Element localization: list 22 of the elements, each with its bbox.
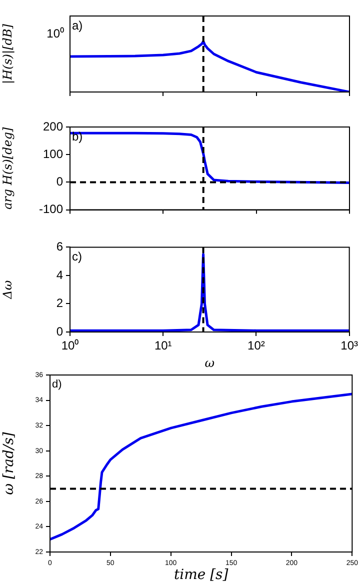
y-tick-label: 100 <box>42 146 64 161</box>
x-axis-title: time [s] <box>174 567 229 584</box>
y-tick-label: 4 <box>56 268 64 282</box>
y-tick-label: 6 <box>56 240 64 254</box>
y-tick-label: 200 <box>42 119 64 134</box>
annotation: c) <box>72 250 82 264</box>
annotation: d) <box>52 378 62 391</box>
x-tick-label: 10² <box>248 338 265 353</box>
y-axis-title: Δω <box>0 280 14 300</box>
text: 10⁰ <box>46 26 64 40</box>
y-tick-label: 0 <box>56 324 64 338</box>
y-tick-label: -100 <box>38 202 64 216</box>
y-axis-title: arg H(s)[deg] <box>0 126 14 210</box>
text: a) <box>72 18 83 32</box>
y-axis-title: |H(s)|[dB] <box>0 24 14 84</box>
x-tick-label: 10⁰ <box>61 338 79 353</box>
y-tick-label: 2 <box>56 296 64 310</box>
y-axis-title: ω [rad/s] <box>1 432 18 495</box>
x-axis-title: ω <box>204 356 215 370</box>
x-tick-label: 10³ <box>340 338 358 353</box>
x-tick-label: 10¹ <box>154 338 172 353</box>
y-tick-label: 0 <box>56 174 64 189</box>
